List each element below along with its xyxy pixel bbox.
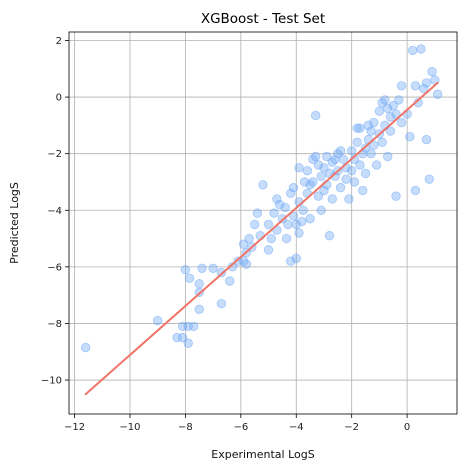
data-point: [317, 206, 326, 215]
data-point: [375, 107, 384, 116]
data-point: [347, 147, 356, 156]
data-point: [292, 254, 301, 263]
data-point: [314, 161, 323, 170]
data-point: [299, 206, 308, 215]
data-point: [275, 200, 284, 209]
y-tick-label: −10: [41, 376, 62, 387]
data-point: [397, 81, 406, 90]
y-tick-label: −4: [47, 206, 62, 217]
data-point: [189, 322, 198, 331]
data-point: [195, 305, 204, 314]
data-point: [225, 277, 234, 286]
data-point: [328, 195, 337, 204]
data-point: [242, 260, 251, 269]
data-point: [383, 152, 392, 161]
data-point: [81, 343, 90, 352]
data-point: [270, 209, 279, 218]
data-point: [184, 339, 193, 348]
data-point: [259, 181, 268, 190]
y-tick-label: −2: [47, 149, 62, 160]
x-tick-label: −2: [344, 422, 359, 433]
data-point: [264, 220, 273, 229]
data-point: [325, 231, 334, 240]
data-point: [342, 175, 351, 184]
data-point: [153, 316, 162, 325]
data-point: [295, 164, 304, 173]
data-point: [303, 166, 312, 175]
data-point: [381, 96, 390, 105]
data-point: [253, 209, 262, 218]
data-point: [345, 195, 354, 204]
data-point: [347, 166, 356, 175]
data-point: [185, 274, 194, 283]
x-tick-label: −10: [119, 422, 140, 433]
data-point: [306, 214, 315, 223]
data-point: [331, 155, 340, 164]
x-tick-label: −8: [178, 422, 193, 433]
data-point: [433, 90, 442, 99]
data-point: [217, 299, 226, 308]
chart-title: XGBoost - Test Set: [201, 11, 325, 27]
data-point: [411, 186, 420, 195]
y-tick-label: 2: [56, 36, 62, 47]
data-point: [356, 161, 365, 170]
data-point: [198, 264, 207, 273]
data-point: [311, 152, 320, 161]
data-point: [411, 81, 420, 90]
data-point: [422, 135, 431, 144]
data-point: [282, 234, 291, 243]
data-point: [295, 229, 304, 238]
data-point: [336, 147, 345, 156]
data-point: [425, 175, 434, 184]
data-point: [289, 183, 298, 192]
data-point: [284, 220, 293, 229]
data-point: [250, 220, 259, 229]
y-tick-label: 0: [56, 93, 62, 104]
data-point: [367, 127, 376, 136]
data-point: [378, 138, 387, 147]
data-point: [406, 132, 415, 141]
data-point: [392, 192, 401, 201]
data-point: [311, 111, 320, 120]
ticks-layer: −12 −10 −8 −6 −4 −2 0 −10 −8 −6 −4 −2 0 2: [41, 36, 410, 433]
data-point: [298, 217, 307, 226]
data-point: [395, 96, 404, 105]
data-point: [181, 265, 190, 274]
data-point: [428, 67, 437, 76]
y-axis-label: Predicted LogS: [8, 182, 21, 264]
data-point: [408, 46, 417, 55]
data-point: [245, 234, 254, 243]
data-point: [367, 149, 376, 158]
fit-line: [86, 83, 438, 394]
data-point: [267, 234, 276, 243]
data-point: [417, 45, 426, 54]
data-point: [317, 172, 326, 181]
data-point: [370, 118, 379, 127]
x-tick-label: −6: [233, 422, 248, 433]
fit-line-layer: [86, 83, 438, 394]
points-layer: [81, 45, 442, 352]
data-point: [422, 79, 431, 88]
y-tick-label: −6: [47, 262, 62, 273]
data-point: [264, 246, 273, 255]
data-point: [195, 280, 204, 289]
data-point: [397, 118, 406, 127]
x-axis-label: Experimental LogS: [211, 448, 314, 461]
data-point: [353, 138, 362, 147]
data-point: [336, 183, 345, 192]
data-point: [372, 161, 381, 170]
x-tick-label: 0: [404, 422, 410, 433]
x-tick-label: −12: [64, 422, 85, 433]
data-point: [209, 264, 218, 273]
data-point: [350, 178, 359, 187]
data-point: [358, 186, 367, 195]
data-point: [306, 181, 315, 190]
x-tick-label: −4: [289, 422, 304, 433]
data-point: [361, 169, 370, 178]
y-tick-label: −8: [47, 319, 62, 330]
data-point: [356, 124, 365, 133]
